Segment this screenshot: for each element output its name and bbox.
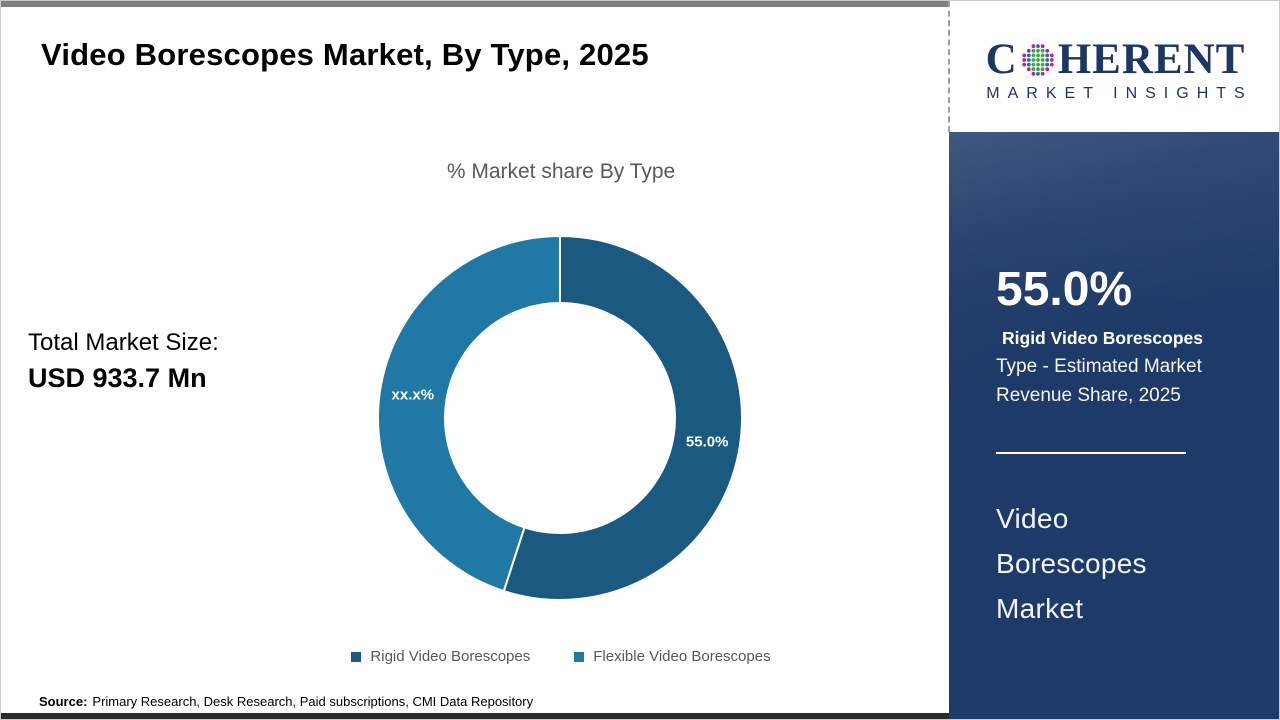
sidebar-stat-line3: Revenue Share, 2025	[996, 385, 1181, 406]
donut-chart: 55.0% xx.x%	[377, 234, 743, 601]
chart-legend: Rigid Video Borescopes Flexible Video Bo…	[161, 648, 961, 665]
total-market-size-label: Total Market Size:	[28, 329, 219, 356]
logo: C HERENT MARKET INSIGHTS	[950, 1, 1279, 132]
coherent-globe-icon	[1022, 43, 1054, 76]
sidebar-divider	[996, 452, 1186, 454]
legend-swatch-flexible-icon	[574, 651, 585, 662]
total-market-size-block: Total Market Size: USD 933.7 Mn	[28, 327, 219, 397]
bottom-accent-bar	[1, 713, 961, 719]
sidebar-market-name: Video Borescopes Market	[996, 503, 1147, 624]
sidebar: 55.0% Rigid Video Borescopes Type - Esti…	[949, 132, 1279, 719]
total-market-size-value: USD 933.7 Mn	[28, 363, 207, 393]
source-label: Source:	[39, 694, 88, 709]
legend-item-rigid: Rigid Video Borescopes	[351, 648, 530, 665]
sidebar-stat-value: 55.0%	[996, 263, 1133, 316]
legend-label-rigid: Rigid Video Borescopes	[370, 648, 531, 665]
legend-label-flexible: Flexible Video Borescopes	[593, 648, 771, 665]
logo-divider	[948, 1, 950, 132]
legend-item-flexible: Flexible Video Borescopes	[574, 648, 771, 665]
source-text: Primary Research, Desk Research, Paid su…	[92, 694, 534, 709]
legend-swatch-rigid-icon	[351, 651, 362, 662]
logo-wordmark: C HERENT	[986, 38, 1246, 81]
chart-title: % Market share By Type	[446, 160, 676, 183]
source-note: Source: Primary Research, Desk Research, …	[39, 694, 533, 709]
logo-subtitle: MARKET INSIGHTS	[986, 85, 1253, 102]
page-title: Video Borescopes Market, By Type, 2025	[41, 37, 649, 72]
donut-slice-label-0: 55.0%	[686, 433, 729, 450]
sidebar-stat-line2: Type - Estimated Market	[996, 356, 1202, 377]
donut-slice-label-1: xx.x%	[392, 387, 435, 404]
donut-slice-0	[502, 234, 743, 601]
donut-slice-1	[377, 234, 561, 593]
sidebar-stat-segment: Rigid Video Borescopes	[1002, 328, 1203, 348]
logo-letter-c: C	[985, 36, 1018, 83]
top-accent-bar	[1, 1, 1279, 7]
logo-word-herent: HERENT	[1057, 36, 1246, 83]
